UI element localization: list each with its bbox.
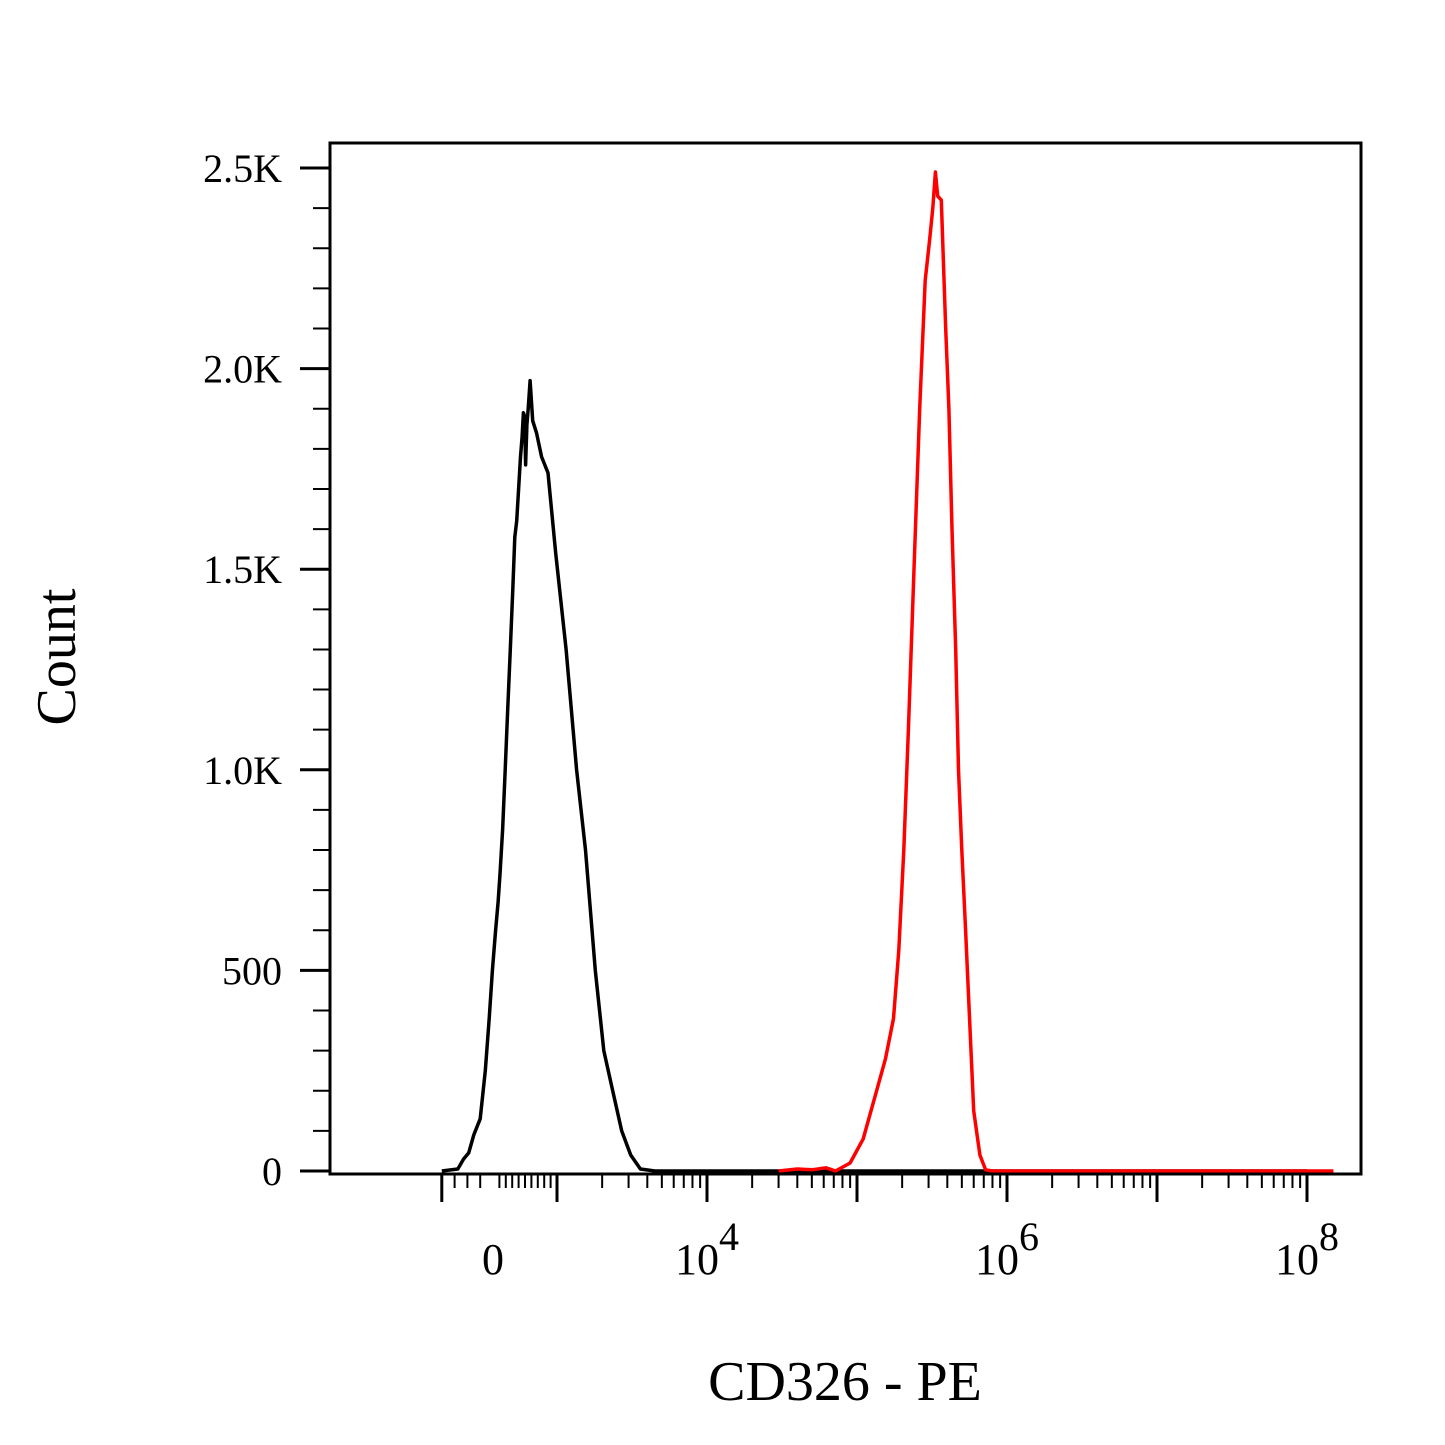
y-tick-label: 1.0K xyxy=(203,748,282,793)
y-axis: 0 500 1.0K 1.5K 2.0K 2.5K xyxy=(203,146,330,1194)
series-line-2 xyxy=(778,170,1334,1173)
x-tick-label: 106 xyxy=(975,1214,1039,1284)
y-tick-label: 500 xyxy=(222,948,282,993)
y-tick-label: 2.5K xyxy=(203,146,282,191)
x-axis-title: CD326 - PE xyxy=(708,1351,982,1413)
x-tick-label: 108 xyxy=(1275,1214,1339,1284)
x-tick-label: 104 xyxy=(675,1214,739,1284)
x-tick-label: 0 xyxy=(482,1235,504,1284)
y-tick-label: 0 xyxy=(262,1149,282,1194)
series-layer xyxy=(441,170,1334,1173)
plot-frame xyxy=(328,141,1363,1176)
y-axis-title: Count xyxy=(26,588,88,725)
x-axis: 0 104 106 108 xyxy=(440,1174,1339,1284)
y-tick-label: 2.0K xyxy=(203,347,282,392)
y-tick-label: 1.5K xyxy=(203,547,282,592)
series-line-1 xyxy=(441,378,1307,1173)
